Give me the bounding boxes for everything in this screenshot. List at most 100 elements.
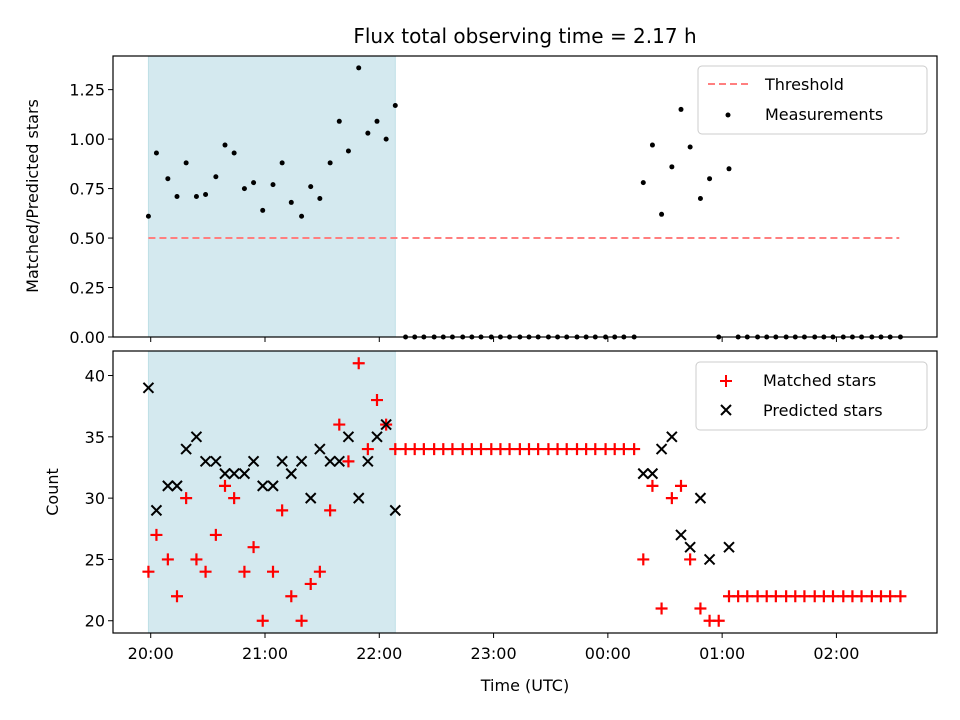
x-tick-label: 00:00	[585, 644, 631, 663]
predicted-stars-legend-label: Predicted stars	[763, 401, 883, 420]
shaded-span	[147, 350, 396, 634]
y-tick-label: 1.00	[69, 130, 105, 149]
predicted-star-point	[285, 467, 297, 480]
matched-star-point	[324, 504, 337, 517]
measurement-point	[327, 160, 333, 166]
matched-star-point	[665, 492, 678, 505]
measurement-point	[317, 195, 323, 201]
matched-stars-legend-swatch	[720, 375, 732, 387]
matched-star-point	[655, 602, 668, 615]
matched-star-point	[894, 590, 907, 603]
measurement-point	[678, 106, 684, 112]
matched-star-point	[333, 418, 346, 431]
predicted-star-point	[180, 443, 192, 455]
predicted-star-point	[305, 492, 317, 504]
measurement-point	[165, 176, 171, 182]
measurement-point	[193, 194, 199, 199]
observing-window-shade	[147, 350, 396, 634]
matched-star-point	[884, 590, 897, 603]
measurement-point	[213, 174, 219, 180]
measurement-point	[356, 65, 362, 71]
measurement-point	[222, 142, 228, 148]
matched-star-point	[180, 492, 193, 505]
x-tick-label: 02:00	[813, 644, 859, 663]
measurement-point	[288, 199, 294, 205]
x-tick-label: 22:00	[356, 644, 402, 663]
measurement-point	[260, 207, 266, 213]
matched-star-point	[827, 590, 839, 603]
ratio-plot-frame	[112, 55, 938, 338]
y-tick-label: 25	[85, 550, 105, 569]
y-tick-label: 1.25	[69, 81, 105, 100]
predicted-star-point	[675, 529, 687, 541]
predicted-star-point	[342, 431, 355, 443]
matched-star-point	[142, 565, 155, 578]
observing-window-shade	[147, 55, 396, 338]
measurement-point	[669, 164, 675, 170]
measurement-point	[640, 180, 646, 186]
measurement-point	[336, 118, 342, 124]
ratio-legend: Threshold Measurements	[697, 65, 928, 135]
threshold-legend-label: Threshold	[764, 75, 844, 94]
measurement-point	[365, 130, 371, 136]
predicted-star-point	[228, 467, 240, 480]
y-tick-label: 30	[85, 489, 105, 508]
predicted-star-point	[199, 455, 212, 468]
matched-star-point	[446, 443, 459, 456]
x-tick-label: 21:00	[242, 644, 288, 663]
measurement-point	[251, 180, 257, 186]
matched-star-point	[855, 590, 868, 603]
shaded-span	[147, 55, 396, 338]
matched-star-point	[285, 590, 298, 603]
measurement-point	[659, 211, 665, 217]
predicted-star-point	[371, 431, 383, 443]
x-tick-label: 01:00	[699, 644, 745, 663]
predicted-star-point	[324, 455, 336, 468]
matched-star-point	[712, 614, 725, 627]
x-tick-label: 20:00	[128, 644, 174, 663]
y-tick-label: 35	[85, 428, 105, 447]
chart-title: Flux total observing time = 2.17 h	[353, 24, 696, 48]
predicted-star-point	[380, 418, 392, 431]
y-tick-label: 0.50	[69, 229, 105, 248]
matched-star-point	[589, 443, 602, 456]
ratio-legend-box	[697, 65, 928, 135]
count-y-axis-label: Count	[43, 468, 62, 516]
matched-star-point	[532, 443, 545, 456]
measurement-point	[649, 142, 655, 148]
predicted-star-point	[666, 431, 678, 443]
matched-star-point	[247, 541, 260, 554]
predicted-star-point	[267, 480, 279, 492]
predicted-star-point	[655, 443, 668, 455]
predicted-star-point	[238, 467, 251, 480]
matched-star-point	[304, 577, 317, 590]
predicted-star-point	[646, 467, 659, 480]
predicted-star-point	[257, 480, 269, 492]
measurement-point	[374, 118, 380, 124]
matched-star-point	[161, 553, 174, 566]
matched-star-point	[171, 590, 183, 603]
matched-star-point	[628, 443, 641, 456]
y-tick-label: 0.00	[69, 328, 105, 347]
count-panel: 20 25 30 35 40 20:00 21:00 22:00 23:00 00:00 01:00…	[43, 350, 938, 695]
measurements-legend-swatch	[725, 112, 731, 118]
matched-star-point	[637, 553, 650, 566]
measurement-point	[392, 102, 398, 108]
matched-star-point	[276, 504, 289, 517]
x-tick-label: 23:00	[471, 644, 517, 663]
measurement-point	[241, 186, 247, 192]
predicted-star-point	[389, 504, 401, 517]
measurement-point	[183, 160, 189, 166]
y-tick-label: 0.25	[69, 279, 105, 298]
matched-star-point	[150, 528, 163, 541]
matched-stars-legend-label: Matched stars	[763, 371, 876, 390]
measurement-point	[345, 148, 351, 154]
matched-star-point	[190, 553, 203, 566]
matched-star-point	[475, 443, 487, 456]
y-tick-label: 20	[85, 612, 105, 631]
predicted-stars-legend-swatch	[720, 404, 732, 416]
predicted-star-point	[362, 455, 374, 468]
measurements-legend-label: Measurements	[765, 105, 883, 124]
matched-star-point	[617, 443, 630, 456]
